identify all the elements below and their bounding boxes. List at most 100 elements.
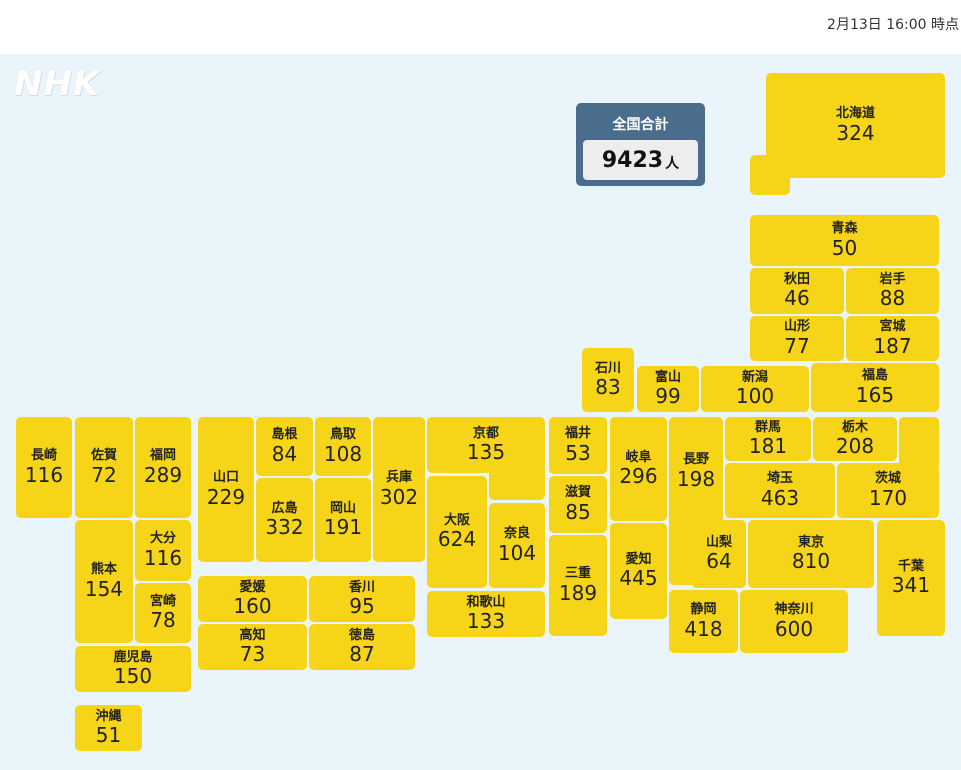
pref-hiroshima[interactable]: 広島 332 [256, 478, 313, 562]
pref-kochi[interactable]: 高知 73 [198, 624, 307, 670]
pref-name: 青森 [831, 221, 858, 237]
pref-tottori[interactable]: 鳥取 108 [315, 417, 371, 476]
pref-name: 長野 [682, 452, 709, 467]
pref-count: 296 [619, 464, 658, 489]
pref-name: 徳島 [348, 627, 375, 643]
national-total-value: 9423 [601, 147, 664, 173]
pref-toyama[interactable]: 富山 99 [637, 366, 699, 412]
hokkaido-notch [790, 178, 950, 200]
pref-name: 和歌山 [466, 594, 506, 610]
pref-kagoshima[interactable]: 鹿児島 150 [75, 646, 191, 692]
pref-count: 302 [379, 484, 419, 509]
pref-kumamoto[interactable]: 熊本 154 [75, 520, 133, 643]
pref-name: 栃木 [841, 419, 868, 435]
pref-gifu[interactable]: 岐阜 296 [610, 417, 667, 521]
pref-count: 208 [835, 434, 875, 459]
pref-count: 73 [239, 642, 266, 667]
pref-saga[interactable]: 佐賀 72 [75, 417, 133, 518]
pref-count: 53 [565, 440, 591, 465]
pref-ibaraki[interactable]: 茨城 170 [837, 463, 939, 518]
pref-tokushima[interactable]: 徳島 87 [309, 624, 415, 670]
nhk-logo: NHK [14, 64, 101, 104]
pref-kyoto[interactable]: 京都 135 [427, 417, 545, 473]
pref-count: 324 [836, 120, 875, 145]
pref-nagasaki[interactable]: 長崎 116 [16, 417, 72, 518]
pref-akita[interactable]: 秋田 46 [750, 268, 844, 314]
pref-fukui[interactable]: 福井 53 [549, 417, 607, 474]
pref-tokyo[interactable]: 東京 810 [748, 520, 874, 588]
pref-aichi[interactable]: 愛知 445 [610, 523, 667, 619]
pref-name: 広島 [271, 500, 298, 516]
pref-count: 445 [619, 566, 658, 591]
pref-shimane[interactable]: 島根 84 [256, 417, 313, 476]
pref-name: 大分 [149, 531, 176, 547]
pref-name: 兵庫 [385, 470, 412, 486]
pref-name: 宮崎 [149, 593, 176, 609]
pref-count: 87 [349, 642, 375, 667]
pref-name: 宮城 [879, 319, 906, 335]
pref-name: 長崎 [30, 448, 57, 464]
pref-count: 104 [497, 540, 537, 565]
pref-count: 600 [774, 616, 814, 641]
pref-chiba[interactable]: 千葉 341 [877, 520, 945, 636]
pref-count: 116 [24, 462, 64, 487]
pref-count: 51 [95, 723, 122, 748]
pref-name: 山口 [212, 470, 239, 486]
pref-count: 463 [760, 485, 800, 510]
pref-name: 岐阜 [625, 449, 652, 465]
pref-tochigi[interactable]: 栃木 208 [813, 417, 897, 461]
pref-count: 170 [868, 485, 908, 510]
pref-okinawa[interactable]: 沖縄 51 [75, 705, 142, 751]
pref-shiga[interactable]: 滋賀 85 [549, 476, 607, 533]
pref-mie[interactable]: 三重 189 [549, 535, 607, 636]
ibaraki-top [899, 417, 939, 465]
pref-osaka[interactable]: 大阪 624 [427, 476, 487, 588]
pref-hyogo[interactable]: 兵庫 302 [373, 417, 425, 562]
pref-count: 72 [91, 462, 117, 487]
pref-name: 沖縄 [95, 708, 122, 724]
pref-count: 50 [831, 235, 858, 260]
pref-name: 島根 [271, 427, 298, 443]
pref-kagawa[interactable]: 香川 95 [309, 576, 415, 622]
pref-wakayama[interactable]: 和歌山 133 [427, 591, 545, 637]
pref-niigata[interactable]: 新潟 100 [701, 366, 809, 412]
hokkaido-tail [750, 155, 790, 195]
pref-count: 418 [684, 616, 723, 641]
pref-aomori[interactable]: 青森 50 [750, 215, 939, 266]
pref-yamaguchi[interactable]: 山口 229 [198, 417, 254, 562]
pref-fukuoka[interactable]: 福岡 289 [135, 417, 191, 518]
pref-yamanashi[interactable]: 山梨 64 [692, 520, 746, 588]
pref-name: 埼玉 [766, 471, 793, 487]
pref-count: 154 [84, 576, 124, 601]
pref-count: 229 [206, 484, 246, 509]
pref-miyagi[interactable]: 宮城 187 [846, 316, 939, 361]
pref-hokkaido[interactable]: 北海道 324 [766, 73, 945, 178]
pref-name: 鳥取 [329, 427, 356, 443]
pref-count: 88 [879, 286, 906, 311]
pref-name: 北海道 [835, 106, 875, 122]
pref-count: 165 [855, 382, 895, 407]
pref-count: 198 [676, 466, 716, 491]
pref-count: 95 [349, 594, 375, 619]
pref-name: 山梨 [705, 534, 732, 550]
pref-nara[interactable]: 奈良 104 [489, 503, 545, 588]
pref-fukushima[interactable]: 福島 165 [811, 363, 939, 412]
pref-count: 108 [323, 441, 363, 466]
pref-name: 岩手 [879, 271, 906, 287]
pref-name: 大阪 [443, 512, 470, 528]
pref-kanagawa[interactable]: 神奈川 600 [740, 590, 848, 653]
pref-miyazaki[interactable]: 宮崎 78 [135, 583, 191, 643]
pref-name: 新潟 [741, 369, 768, 385]
pref-ehime[interactable]: 愛媛 160 [198, 576, 307, 622]
pref-yamagata[interactable]: 山形 77 [750, 316, 844, 361]
pref-saitama[interactable]: 埼玉 463 [725, 463, 835, 518]
pref-okayama[interactable]: 岡山 191 [315, 478, 371, 562]
pref-count: 83 [595, 375, 621, 400]
pref-oita[interactable]: 大分 116 [135, 520, 191, 581]
pref-gunma[interactable]: 群馬 181 [725, 417, 811, 461]
pref-shizuoka[interactable]: 静岡 418 [669, 590, 738, 653]
pref-count: 332 [265, 515, 304, 540]
pref-count: 100 [735, 384, 775, 409]
pref-ishikawa[interactable]: 石川 83 [582, 348, 634, 412]
pref-iwate[interactable]: 岩手 88 [846, 268, 939, 314]
